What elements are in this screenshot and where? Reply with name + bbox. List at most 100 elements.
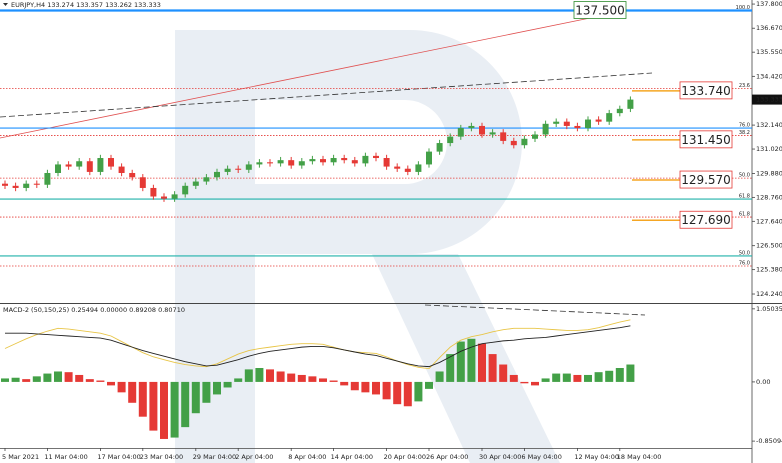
histogram-bar — [350, 381, 359, 391]
histogram-bar — [435, 371, 444, 382]
histogram-bar — [160, 381, 168, 439]
candle-body — [224, 168, 231, 172]
candle-body — [563, 121, 570, 126]
level-label: 133.740 — [681, 84, 731, 98]
candle-body — [309, 159, 316, 162]
histogram-bar — [372, 381, 380, 395]
x-tick-label: 18 May 04:00 — [617, 453, 662, 461]
histogram-bar — [223, 381, 232, 388]
level-box — [679, 210, 733, 229]
candle-body — [65, 164, 72, 167]
candle-body — [383, 158, 390, 167]
histogram-bar — [32, 376, 41, 382]
candle-body — [108, 158, 114, 167]
menu-arrow — [3, 3, 8, 6]
trend-line — [0, 72, 653, 118]
histogram-bar — [509, 374, 518, 382]
histogram-bar — [414, 381, 423, 402]
y-tick-label: 134.420 — [756, 72, 782, 80]
candle-body — [150, 187, 157, 197]
candle-body — [256, 162, 263, 165]
candle-body — [235, 168, 242, 170]
histogram-bar — [64, 372, 73, 382]
histogram-bar — [393, 381, 402, 405]
y-tick-label: 135.550 — [756, 48, 782, 56]
macd-line — [5, 325, 631, 368]
candle-body — [267, 162, 273, 164]
histogram-bar — [340, 381, 349, 386]
candle-body — [415, 164, 422, 172]
level-label: 137.500 — [575, 3, 625, 17]
candle-body — [489, 132, 496, 135]
y-tick-label: -0.85094 — [756, 437, 782, 445]
fib-label: 61.8 — [739, 194, 750, 200]
candle-body — [436, 143, 443, 152]
histogram-bar — [54, 371, 62, 382]
candle-body — [139, 177, 146, 188]
x-tick-label: 6 May 04:00 — [521, 453, 561, 461]
histogram-bar — [191, 381, 200, 414]
x-tick-label: 29 Mar 04:00 — [193, 453, 236, 461]
x-tick-label: 17 Mar 04:00 — [97, 453, 140, 461]
histogram-bar — [584, 374, 592, 382]
histogram-bar — [308, 376, 317, 382]
candle-body — [627, 99, 634, 109]
candle-body — [86, 161, 93, 172]
candle-body — [76, 161, 83, 167]
candle-body — [182, 185, 189, 195]
level-box — [573, 1, 627, 19]
candle-body — [479, 125, 485, 135]
histogram-bar — [297, 374, 306, 382]
candle-body — [245, 164, 252, 170]
fib-label: 76.0 — [739, 123, 750, 129]
histogram-bar — [244, 369, 253, 382]
y-tick-label: 0.00 — [756, 378, 770, 386]
histogram-bar — [170, 381, 179, 438]
trend-line — [424, 304, 646, 316]
candle-body — [214, 171, 220, 178]
histogram-bar — [22, 379, 31, 382]
histogram-bar — [202, 381, 211, 403]
candle-body — [457, 128, 464, 137]
last-price-label: 133.333 — [756, 96, 782, 104]
level-label: 127.690 — [681, 213, 731, 227]
histogram-bar — [552, 373, 561, 382]
candle-body — [362, 155, 369, 164]
candle-body — [404, 168, 411, 172]
histogram-bar — [446, 354, 455, 382]
candle-body — [532, 134, 538, 139]
x-tick-label: 11 Mar 04:00 — [44, 453, 87, 461]
x-tick-label: 2 Apr 04:00 — [235, 453, 273, 461]
y-tick-label: 136.670 — [756, 24, 782, 32]
y-tick-label: 131.020 — [756, 145, 782, 153]
fib-label: 76.0 — [739, 261, 750, 267]
watermark — [175, 30, 560, 463]
histogram-bar — [1, 378, 9, 382]
candle-body — [500, 132, 507, 141]
histogram-bar — [276, 371, 285, 382]
histogram-bar — [149, 381, 158, 431]
histogram-bar — [520, 381, 529, 384]
trend-line — [0, 17, 591, 139]
candle-body — [595, 119, 602, 122]
candle-body — [351, 160, 358, 164]
histogram-bar — [11, 377, 20, 382]
candle-body — [521, 138, 528, 146]
histogram-bar — [382, 381, 391, 400]
candle-body — [447, 136, 454, 144]
y-tick-label: 127.640 — [756, 217, 782, 225]
candle-body — [2, 183, 8, 186]
indicator-title: MACD-2 (50,150,25) 0.25494 0.00000 0.892… — [3, 306, 185, 314]
candle-body — [55, 164, 61, 173]
level-label: 129.570 — [681, 173, 731, 187]
candle-body — [606, 113, 613, 122]
histogram-bar — [255, 368, 264, 382]
candle-body — [161, 196, 167, 199]
histogram-bar — [234, 378, 243, 382]
candle-body — [277, 160, 284, 164]
x-tick-label: 20 Apr 04:00 — [384, 453, 426, 461]
candle-body — [203, 177, 210, 182]
candle-body — [320, 159, 326, 163]
y-tick-label: 132.140 — [756, 121, 782, 129]
